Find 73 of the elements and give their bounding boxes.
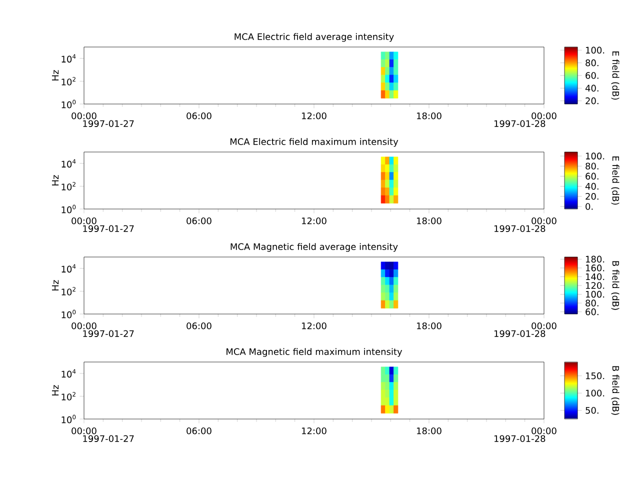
chart-title: MCA Magnetic field average intensity <box>230 243 398 252</box>
x-tick-label: 12:00 <box>302 112 326 120</box>
x-tick-label: 06:00 <box>186 112 212 120</box>
color-bar-title: E field (dB) <box>611 156 620 205</box>
text: 1997-01-28 <box>494 435 546 442</box>
color-bar-label: 100. <box>586 46 604 54</box>
text: 1997-01-27 <box>83 225 134 232</box>
x-tick-label: 18:00 <box>417 427 442 434</box>
color-bar-label: 60. <box>586 308 598 316</box>
y-tick-label: 10$^{2}$ <box>62 182 76 190</box>
y-tick-label: 10$^{2}$ <box>62 287 76 296</box>
y-tick-label: 10$^{4}$ <box>62 54 76 63</box>
text: 1997-01-28 <box>494 225 546 232</box>
text: 1997-01-28 <box>494 330 546 338</box>
x-tick-label: 06:00 <box>186 217 212 224</box>
x-tick-label: 18:00 <box>417 217 442 224</box>
y-tick-label: 10$^{4}$ <box>62 159 76 168</box>
color-bar-label: 100. <box>586 290 604 298</box>
y-axis-title: Hz <box>52 280 59 290</box>
x-tick-label: 00:00 <box>532 217 556 224</box>
x-tick-label: 00:00 <box>72 217 96 224</box>
x-tick-label: 06:00 <box>186 322 212 330</box>
color-bar-label: 40. <box>585 84 598 92</box>
y-tick-label: 10$^{4}$ <box>62 369 76 378</box>
x-tick-label: 00:00 <box>72 112 96 120</box>
color-bar-title: E field (dB) <box>611 52 620 100</box>
color-bar-label: 80. <box>586 59 598 66</box>
text: 1997-01-27 <box>83 120 134 128</box>
color-bar-label: 60. <box>586 172 598 180</box>
y-tick-label: 10$^{0}$ <box>62 414 76 424</box>
x-tick-label: 12:00 <box>302 427 326 434</box>
color-bar-label: 20. <box>586 97 598 104</box>
color-bar-label: 160. <box>586 264 604 272</box>
color-bar-label: 50. <box>586 406 598 414</box>
y-axis-title: Hz <box>52 175 59 186</box>
x-tick-label: 00:00 <box>72 322 96 330</box>
color-bar-label: 120. <box>586 282 604 289</box>
y-tick-label: 10$^{0}$ <box>62 310 76 318</box>
y-axis-title: Hz <box>52 70 59 80</box>
color-bar-label: 100. <box>586 152 604 160</box>
y-tick-label: 10$^{0}$ <box>62 100 76 108</box>
x-tick-label: 12:00 <box>302 322 326 330</box>
y-tick-label: 10$^{2}$ <box>62 77 76 86</box>
text: 1997-01-27 <box>83 330 134 338</box>
x-tick-label: 12:00 <box>302 217 326 224</box>
x-tick-label: 00:00 <box>532 427 556 434</box>
color-bar-label: 140. <box>586 273 604 280</box>
y-tick-label: 10$^{4}$ <box>62 264 76 273</box>
color-bar-label: 80. <box>586 162 598 170</box>
chart-title: MCA Magnetic field maximum intensity <box>226 348 402 357</box>
color-bar-label: 60. <box>586 72 598 79</box>
x-tick-label: 00:00 <box>532 322 556 330</box>
color-bar-title: B field (dB) <box>611 261 620 310</box>
text: 1997-01-27 <box>83 435 134 442</box>
color-bar-label: 20. <box>586 192 598 200</box>
color-bar-label: 180. <box>586 256 604 263</box>
chart-title: MCA Electric field maximum intensity <box>230 138 398 147</box>
color-bar-title: B field (dB) <box>611 366 620 415</box>
color-bar-label: 40. <box>585 182 598 190</box>
chart-title: MCA Electric field average intensity <box>234 33 394 42</box>
x-tick-label: 06:00 <box>186 427 212 434</box>
x-tick-label: 00:00 <box>72 427 96 434</box>
y-axis-title: Hz <box>52 385 59 396</box>
text: 1997-01-28 <box>494 120 546 128</box>
x-tick-label: 18:00 <box>417 112 442 120</box>
y-tick-label: 10$^{0}$ <box>62 204 76 214</box>
x-tick-label: 00:00 <box>532 112 556 120</box>
x-tick-label: 18:00 <box>417 322 442 330</box>
color-bar-label: 100. <box>586 390 604 396</box>
y-tick-label: 10$^{2}$ <box>62 392 76 400</box>
color-bar-label: 150. <box>586 372 604 380</box>
color-bar-label: 0. <box>586 203 593 210</box>
color-bar-label: 80. <box>586 300 598 306</box>
